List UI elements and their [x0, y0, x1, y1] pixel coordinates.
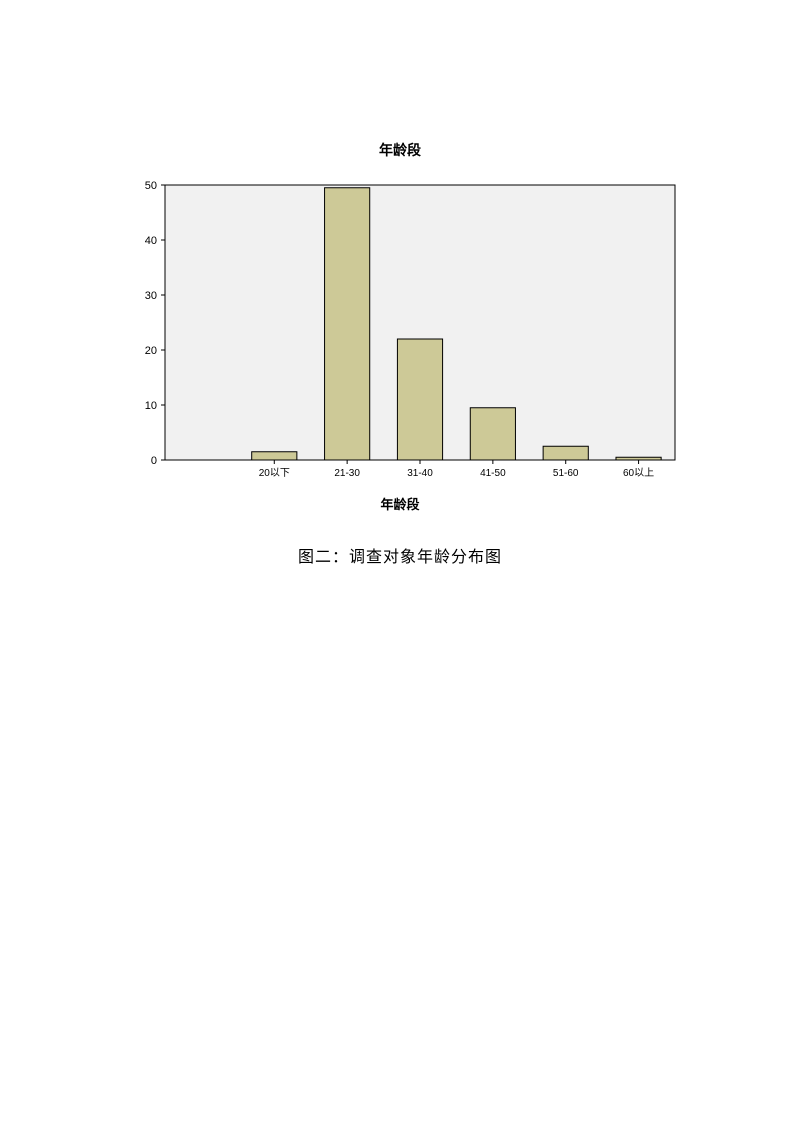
chart-svg: 0 10 20 30 40 50 20以下 21-30 31-40 41-50 51-60 60以上 [115, 180, 685, 490]
svg-text:20以下: 20以下 [259, 468, 290, 479]
svg-text:0: 0 [151, 455, 157, 467]
svg-text:51-60: 51-60 [553, 468, 579, 479]
svg-text:31-40: 31-40 [407, 468, 433, 479]
page: 年龄段 0 10 20 30 40 50 20以下 21-30 31-40 41-50 51-60 6… [0, 0, 800, 1132]
chart-title: 年龄段 [115, 140, 685, 160]
svg-text:21-30: 21-30 [334, 468, 360, 479]
svg-text:40: 40 [145, 235, 157, 247]
svg-text:10: 10 [145, 400, 157, 412]
svg-text:60以上: 60以上 [623, 467, 654, 479]
x-axis-label: 年龄段 [115, 494, 685, 513]
svg-text:30: 30 [145, 290, 157, 302]
figure-caption: 图二：调查对象年龄分布图 [115, 543, 685, 567]
age-bar-chart: 年龄段 0 10 20 30 40 50 20以下 21-30 31-40 41-50 51-60 6… [115, 140, 685, 567]
svg-text:41-50: 41-50 [480, 468, 506, 479]
svg-text:50: 50 [145, 180, 157, 192]
svg-text:20: 20 [145, 345, 157, 357]
